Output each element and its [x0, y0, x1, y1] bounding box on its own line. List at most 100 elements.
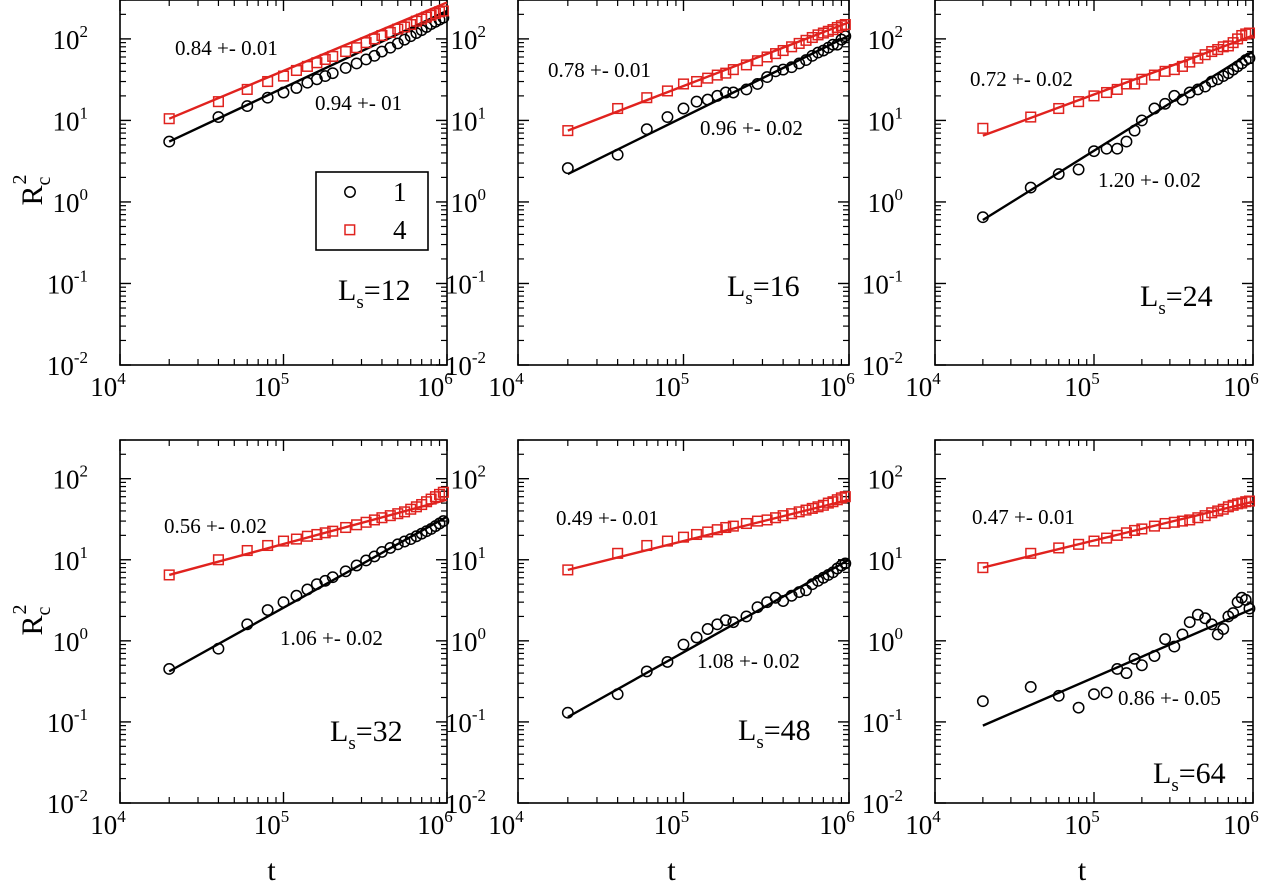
marker-square	[1025, 111, 1037, 123]
series-4	[977, 27, 1256, 137]
x-tick-label-text: 106	[1223, 807, 1259, 840]
y-tick-label-text: 101	[868, 543, 904, 576]
legend-marker-square	[344, 224, 356, 236]
series-4	[562, 491, 851, 576]
marker-square	[241, 544, 253, 557]
slope-label-series1: 1.08 +- 0.02	[697, 649, 800, 673]
x-tick-label: 106	[1223, 369, 1259, 402]
marker-circle	[719, 86, 732, 99]
y-tick-label: 101	[53, 543, 89, 576]
y-tick-label-text: 101	[868, 103, 904, 136]
y-tick-label-base: 10	[868, 188, 895, 218]
marker-circle	[701, 93, 714, 106]
series-1	[976, 50, 1256, 224]
marker-square	[839, 491, 851, 503]
marker-square	[786, 508, 798, 520]
marker-circle	[1227, 607, 1240, 620]
y-tick-label-text: 10-1	[445, 705, 486, 738]
marker-circle	[350, 559, 363, 572]
marker-circle	[1111, 142, 1124, 155]
x-tick-label-exp: 4	[515, 807, 524, 826]
x-tick-label: 105	[1064, 369, 1100, 402]
marker-circle	[740, 83, 753, 96]
marker-circle	[398, 33, 411, 46]
marker-circle	[290, 589, 303, 602]
y-tick-label-base: 10	[451, 627, 478, 657]
marker-square	[1136, 523, 1148, 535]
marker-square	[392, 508, 404, 520]
marker-square	[793, 506, 805, 518]
x-tick-label-base: 10	[254, 372, 281, 402]
marker-square	[1101, 532, 1113, 544]
ls-main: L	[330, 715, 348, 748]
marker-square	[163, 113, 175, 125]
y-tick-label-exp: -2	[74, 348, 88, 367]
marker-circle	[1024, 680, 1037, 693]
y-tick-label: 10-2	[47, 348, 88, 381]
marker-square	[433, 488, 446, 500]
panel-size-label: Ls=24	[1140, 280, 1213, 319]
y-tick-label-base: 10	[862, 789, 889, 819]
marker-circle	[1120, 135, 1133, 148]
marker-circle	[727, 616, 740, 629]
marker-circle	[404, 533, 417, 546]
x-tick-label-text: 106	[1223, 369, 1259, 402]
slope-label-series1: 0.94 +- 01	[315, 91, 402, 115]
x-tick-label: 104	[488, 807, 524, 840]
marker-circle	[690, 631, 703, 644]
y-tick-label-text: 102	[868, 462, 904, 495]
series-1	[976, 591, 1256, 727]
y-tick-label: 102	[53, 22, 89, 55]
fit-line-4	[168, 498, 448, 577]
ls-main: L	[1153, 757, 1171, 790]
ls-sub: s	[756, 732, 763, 753]
marker-square	[740, 59, 752, 71]
legend-label-series1: 1	[393, 177, 407, 207]
marker-circle	[806, 49, 819, 62]
x-tick-label-base: 10	[417, 810, 444, 840]
marker-circle	[751, 601, 764, 614]
marker-square	[711, 524, 723, 536]
y-tick-label-text: 10-1	[47, 705, 88, 738]
x-tick-label-base: 10	[654, 810, 681, 840]
y-tick-label-text: 10-2	[47, 348, 88, 381]
x-tick-label-exp: 6	[846, 807, 855, 826]
marker-square	[1184, 56, 1196, 68]
marker-square	[777, 510, 789, 522]
marker-circle	[277, 596, 290, 609]
y-axis-title-text: Rc2	[9, 175, 55, 206]
ls-main: L	[1140, 280, 1158, 313]
x-tick-label-text: 104	[905, 369, 941, 402]
legend: 14	[315, 171, 429, 251]
marker-square	[1168, 516, 1180, 528]
x-tick-label-base: 10	[1064, 372, 1091, 402]
y-tick-label: 100	[53, 624, 89, 657]
marker-square	[562, 125, 574, 137]
marker-square	[1025, 547, 1037, 559]
marker-square	[641, 92, 653, 104]
marker-square	[212, 554, 224, 566]
marker-square	[1088, 535, 1100, 547]
slope-label-series4: 0.49 +- 0.01	[556, 506, 659, 530]
x-tick-label-text: 104	[90, 807, 126, 840]
y-tick-label-text: 10-1	[862, 705, 903, 738]
marker-circle	[339, 62, 352, 74]
marker-circle	[261, 91, 274, 104]
marker-square	[384, 510, 396, 522]
marker-circle	[1191, 608, 1204, 621]
marker-square	[720, 521, 732, 534]
y-tick-label-exp: -1	[889, 705, 903, 724]
plot-frame	[119, 439, 448, 804]
y-tick-label-text: 10-1	[862, 266, 903, 299]
marker-square	[1073, 96, 1085, 108]
marker-square	[437, 486, 449, 498]
y-tick-label-exp: 1	[478, 543, 487, 562]
slope-label-series4: 0.56 +- 0.02	[164, 514, 267, 538]
y-tick-label: 100	[868, 624, 904, 657]
x-tick-label-exp: 4	[117, 369, 126, 388]
x-tick-label-base: 10	[254, 810, 281, 840]
marker-circle	[1088, 145, 1100, 158]
y-tick-label-base: 10	[868, 25, 895, 55]
marker-square	[793, 37, 805, 49]
